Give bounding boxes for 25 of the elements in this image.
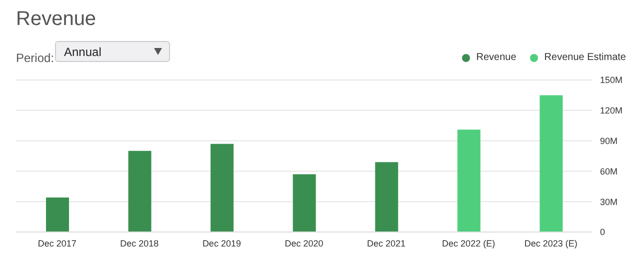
legend-label: Revenue bbox=[475, 52, 516, 63]
x-tick-label: Dec 2021 bbox=[367, 238, 406, 248]
x-tick-label: Dec 2023 (E) bbox=[524, 238, 578, 248]
bar bbox=[128, 150, 152, 232]
bar bbox=[540, 95, 563, 232]
x-tick-label: Dec 2017 bbox=[38, 238, 76, 248]
y-tick-label: 150M bbox=[600, 75, 623, 86]
x-tick-label: Dec 2022 (E) bbox=[442, 238, 496, 248]
bar bbox=[457, 130, 480, 232]
y-tick-label: 30M bbox=[600, 196, 618, 207]
x-tick-label: Dec 2020 bbox=[284, 238, 324, 248]
dropdown-field: Annual bbox=[55, 41, 170, 62]
legend-label: Revenue Estimate bbox=[543, 52, 626, 63]
text: Period: bbox=[16, 51, 54, 65]
x-tick-label: Dec 2019 bbox=[202, 238, 241, 248]
y-tick-label: 60M bbox=[600, 166, 618, 176]
chart-title: Revenue bbox=[16, 8, 96, 31]
x-tick-label: Dec 2018 bbox=[120, 238, 159, 248]
bar bbox=[210, 144, 234, 232]
y-tick-label: 90M bbox=[600, 136, 618, 146]
bar bbox=[46, 198, 69, 232]
y-tick-label: 120M bbox=[600, 106, 623, 116]
y-tick-label: 0 bbox=[600, 227, 606, 238]
bar bbox=[375, 162, 398, 232]
bar bbox=[292, 174, 316, 232]
